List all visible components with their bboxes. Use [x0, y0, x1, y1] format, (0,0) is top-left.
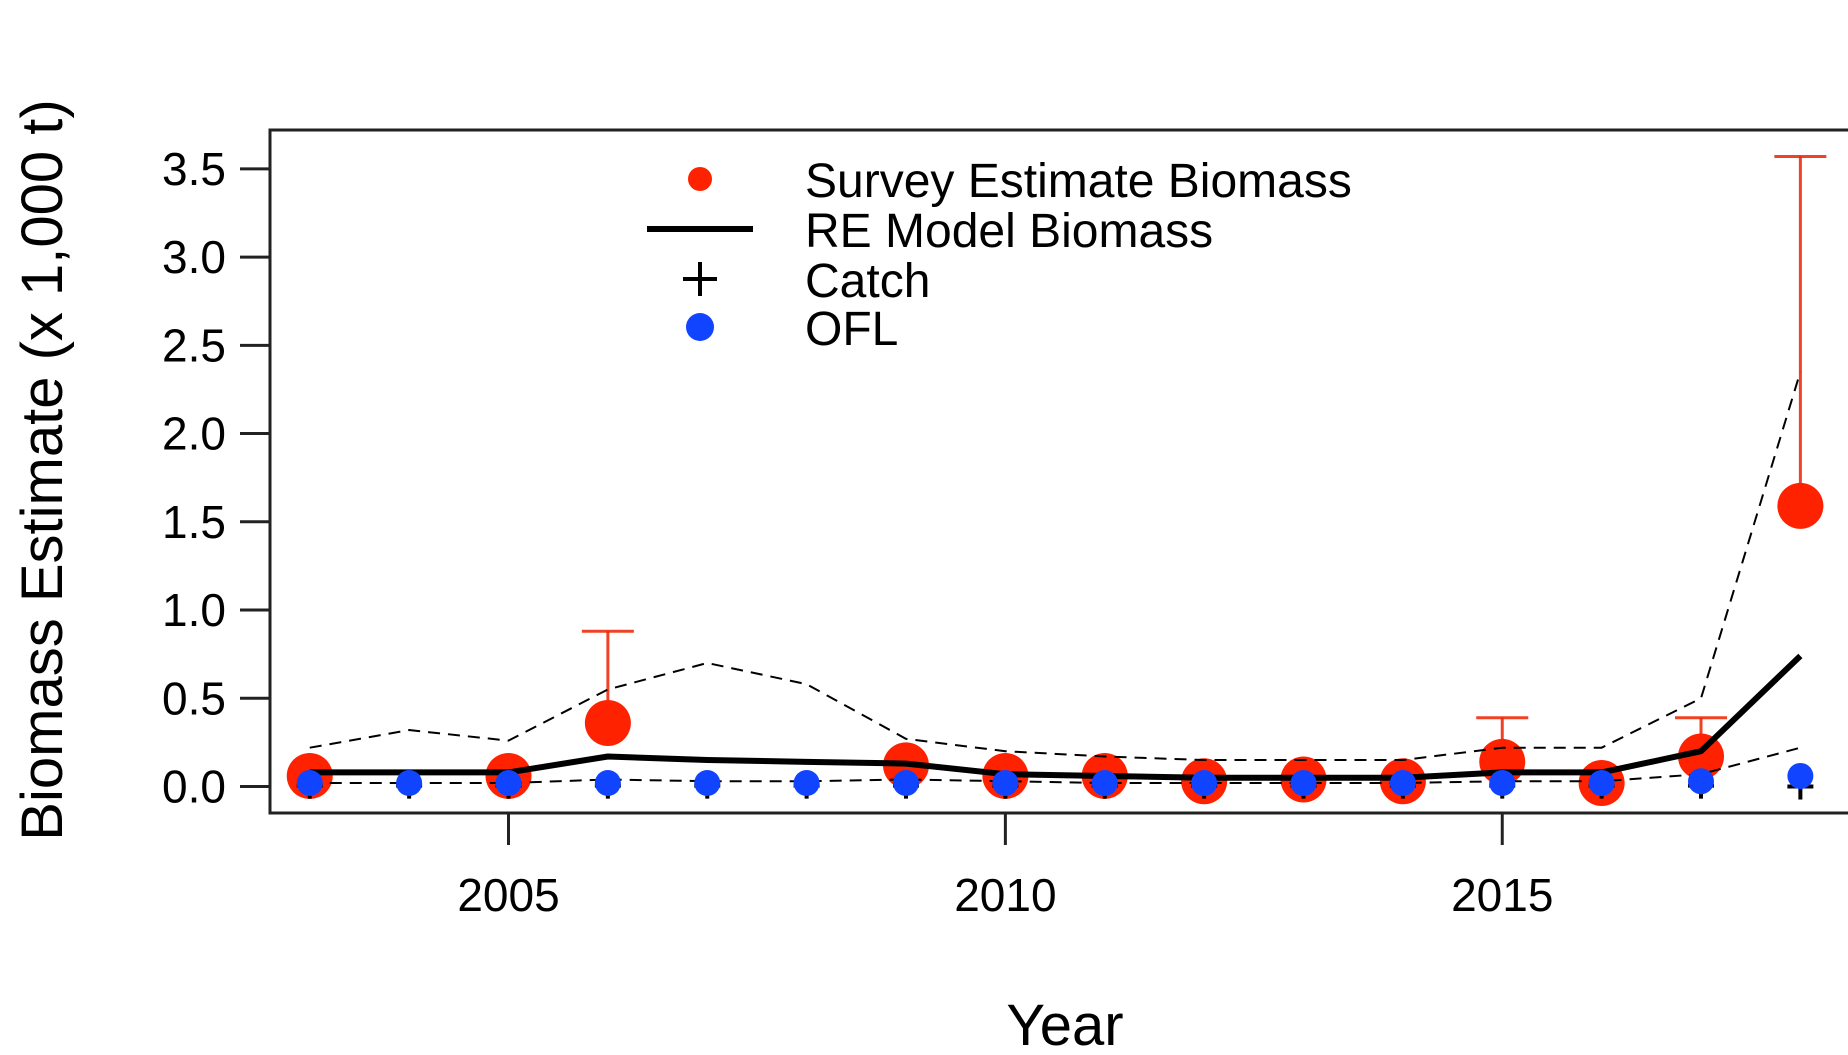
legend-label: Survey Estimate Biomass: [805, 155, 1352, 208]
y-tick-label: 1.0: [162, 584, 226, 636]
series-lines: [309, 371, 1803, 784]
legend-label: OFL: [805, 303, 898, 356]
y-tick-label: 0.5: [162, 672, 226, 724]
re-model-line: [309, 653, 1803, 781]
x-tick-label: 2005: [457, 869, 559, 921]
ofl-point: [1489, 769, 1516, 796]
ofl-point: [893, 769, 919, 796]
ofl-point: [1389, 769, 1416, 796]
ofl-point: [1688, 768, 1714, 795]
ofl-point: [793, 769, 820, 796]
survey-point: [1777, 482, 1824, 529]
lower-ci-line: [309, 746, 1801, 784]
survey-point: [584, 699, 631, 746]
y-tick-label: 2.5: [162, 319, 226, 371]
ofl-point: [694, 769, 721, 796]
y-tick-label: 3.5: [162, 143, 226, 195]
x-axis-title: Year: [1006, 993, 1123, 1055]
legend-label: RE Model Biomass: [805, 205, 1213, 258]
upper-ci-line: [309, 371, 1802, 762]
ofl-point: [1290, 769, 1317, 796]
plot-area: [268, 128, 1848, 815]
y-tick-label: 0.0: [162, 761, 226, 813]
ofl-point: [296, 769, 323, 796]
ofl-point: [396, 769, 423, 796]
ofl-points: [296, 762, 1814, 796]
ofl-point: [1191, 769, 1218, 796]
ofl-point: [495, 769, 522, 796]
ofl-point: [1091, 769, 1118, 796]
ofl-point: [1787, 762, 1814, 789]
x-tick-label: 2015: [1451, 869, 1553, 921]
ofl-point: [594, 769, 621, 796]
ofl-point: [1588, 769, 1615, 796]
legend-symbol-dot: [686, 313, 714, 341]
legend-symbol-dot: [688, 167, 712, 191]
y-axis-title: Biomass Estimate (x 1,000 t): [10, 99, 75, 840]
x-tick-label: 2010: [954, 869, 1056, 921]
x-axis: 2005 2010 2015: [457, 813, 1553, 921]
survey-point: [1678, 733, 1724, 780]
y-tick-label: 1.5: [162, 496, 226, 548]
y-tick-label: 3.0: [162, 231, 226, 283]
survey-points: [286, 482, 1824, 806]
y-axis: 0.0 0.5 1.0 1.5 2.0 2.5 3.0 3.5: [162, 143, 270, 813]
legend-label: Catch: [805, 255, 930, 308]
y-tick-label: 2.0: [162, 408, 226, 460]
ofl-point: [992, 769, 1019, 796]
